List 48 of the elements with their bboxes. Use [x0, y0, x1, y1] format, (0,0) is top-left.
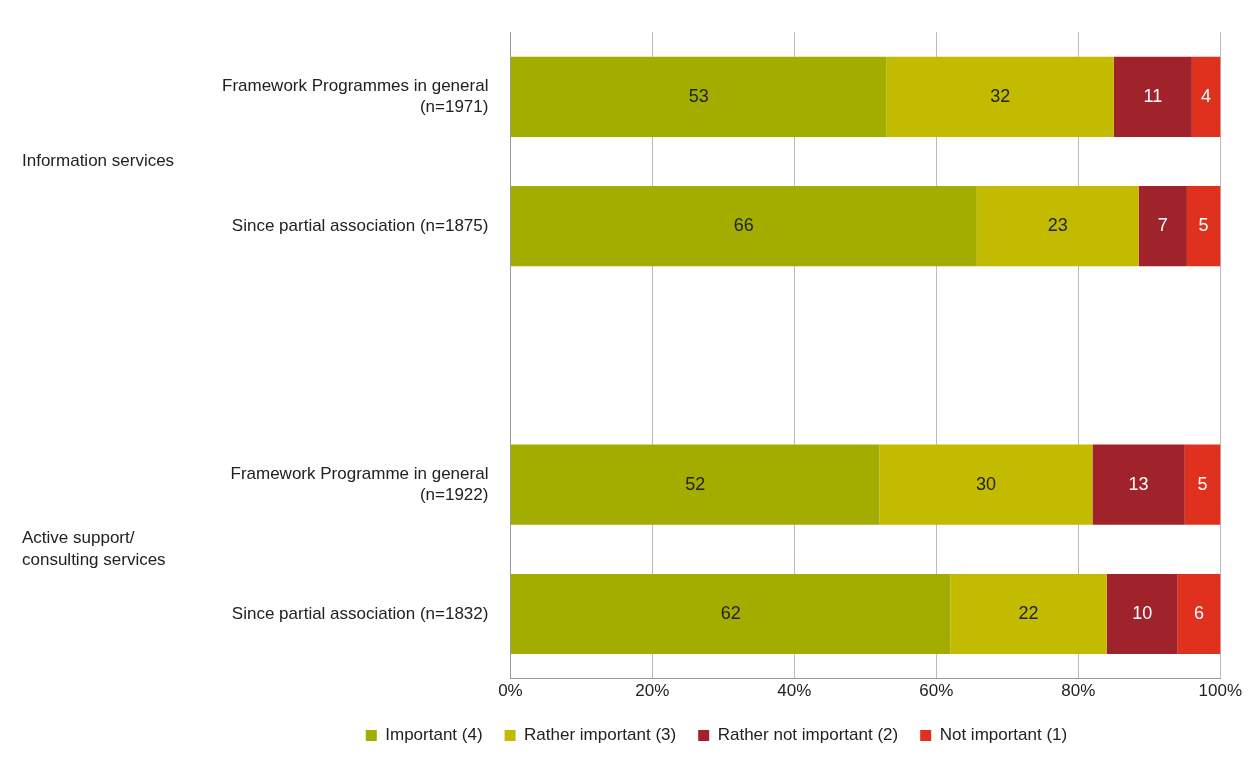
- bar: [1138, 186, 1187, 267]
- legend-label: Rather important (3): [524, 725, 677, 745]
- bar: [510, 573, 951, 655]
- bar: [1191, 56, 1221, 137]
- bar: [1113, 56, 1192, 137]
- bar: [1186, 186, 1221, 267]
- data-label: 52: [685, 473, 706, 494]
- data-label: 7: [1157, 215, 1168, 236]
- data-label: 22: [1018, 602, 1039, 623]
- bar: [1177, 573, 1221, 655]
- bar: [1184, 444, 1221, 525]
- data-label: 23: [1047, 215, 1068, 236]
- data-label: 11: [1143, 85, 1163, 106]
- legend-label: Important (4): [385, 725, 483, 745]
- legend-label: Not important (1): [939, 725, 1068, 745]
- data-label: 32: [990, 85, 1011, 106]
- bar: [879, 444, 1093, 525]
- bar: [886, 56, 1114, 137]
- bar: [1106, 573, 1178, 655]
- data-label: 10: [1132, 602, 1153, 623]
- data-label: 5: [1197, 473, 1208, 494]
- bar: [510, 56, 887, 137]
- x-tick-label: 40%: [777, 681, 812, 701]
- x-tick-label: 0%: [498, 681, 523, 701]
- y-tick-label: Framework Programme in general (n=1922): [230, 464, 489, 504]
- data-label: 6: [1193, 602, 1204, 623]
- y-tick-label: Since partial association (n=1875): [231, 215, 489, 235]
- y-tick-label: Framework Programmes in general (n=1971): [222, 76, 489, 116]
- data-label: 53: [688, 85, 709, 106]
- data-label: 66: [733, 215, 754, 236]
- x-tick-label: 60%: [919, 681, 954, 701]
- y-tick-label: Since partial association (n=1832): [231, 603, 489, 623]
- text: Active support/ consulting services: [22, 528, 166, 570]
- x-tick-label: 20%: [635, 681, 670, 701]
- data-label: 5: [1198, 215, 1209, 236]
- data-label: 62: [720, 602, 741, 623]
- data-label: 30: [976, 473, 997, 494]
- data-label: 13: [1128, 473, 1149, 494]
- x-tick-label: 100%: [1198, 681, 1242, 701]
- bar: [510, 444, 880, 525]
- legend-label: Rather not important (2): [717, 725, 899, 745]
- x-tick-label: 80%: [1061, 681, 1096, 701]
- bar: [1092, 444, 1185, 525]
- text: Information services: [22, 151, 175, 171]
- bar: [976, 186, 1139, 267]
- bar: [950, 573, 1107, 655]
- data-label: 4: [1201, 85, 1212, 106]
- bar: [510, 186, 977, 267]
